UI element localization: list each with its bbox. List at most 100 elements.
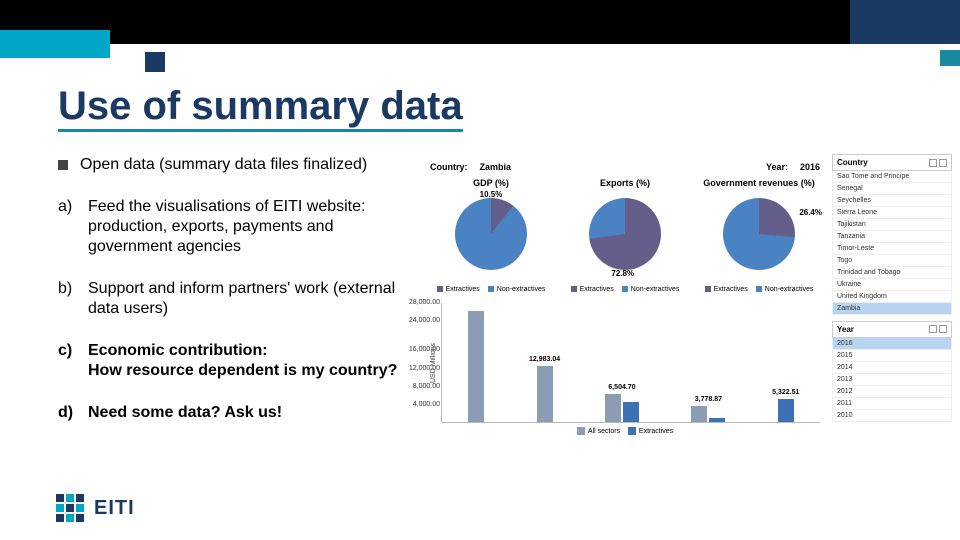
bullet-text: Support and inform partners' work (exter… xyxy=(88,279,418,319)
bar-ext xyxy=(623,402,639,422)
country-option[interactable]: United Kingdom xyxy=(832,291,952,303)
y-ticks: 28,000.0024,000.0016,000.0012,000.008,00… xyxy=(394,299,440,419)
country-option[interactable]: Trinidad and Tobago xyxy=(832,267,952,279)
country-option[interactable]: Ukraine xyxy=(832,279,952,291)
country-option[interactable]: Seychelles xyxy=(832,195,952,207)
pie-title: Exports (%) xyxy=(564,178,686,188)
bullet-c-line2: How resource dependent is my country? xyxy=(88,362,397,379)
top-navy-block xyxy=(850,0,960,44)
bar-group: 12,983.04 xyxy=(537,366,553,422)
country-option[interactable]: Sierra Leone xyxy=(832,207,952,219)
country-option[interactable]: Tanzania xyxy=(832,231,952,243)
pie-chart xyxy=(589,198,661,270)
top-decor xyxy=(0,0,960,44)
bar-all xyxy=(468,311,484,422)
swatch-icon xyxy=(705,286,711,292)
country-option[interactable]: Sao Tome and Principe xyxy=(832,171,952,183)
bar-group: 3,778.87 xyxy=(691,406,725,422)
bullet-text: Feed the visualisations of EITI website:… xyxy=(88,197,418,257)
bar-label: 5,322.51 xyxy=(772,389,799,396)
year-option[interactable]: 2014 xyxy=(832,362,952,374)
pie-wrap: 10.5% xyxy=(430,190,552,278)
legend-item: Extractives xyxy=(628,428,673,435)
square-bullet-icon xyxy=(58,160,68,170)
legend-item: All sectors xyxy=(577,428,620,435)
legend-group: Extractives Non-extractives xyxy=(430,286,552,293)
clear-icon[interactable] xyxy=(939,325,947,333)
header-text: Year xyxy=(837,325,854,334)
pie-gdp: GDP (%) 10.5% xyxy=(430,178,552,278)
legend-item: Non-extractives xyxy=(622,286,680,293)
year-value: 2016 xyxy=(800,162,820,172)
bullet-list: Open data (summary data files finalized)… xyxy=(58,155,418,445)
bars-container: 12,983.046,504.703,778.875,322.51 xyxy=(442,303,820,422)
country-option[interactable]: Senegal xyxy=(832,183,952,195)
country-option[interactable]: Zambia xyxy=(832,303,952,315)
legend-item: Extractives xyxy=(571,286,614,293)
pie-pct: 26.4% xyxy=(799,208,822,217)
year-option[interactable]: 2010 xyxy=(832,410,952,422)
legend-group: Extractives Non-extractives xyxy=(698,286,820,293)
pie-exports: Exports (%) 72.8% xyxy=(564,178,686,278)
eiti-logo: EITI xyxy=(56,494,135,522)
swatch-icon xyxy=(628,427,636,435)
bullet-text: Economic contribution: How resource depe… xyxy=(88,341,418,381)
filter-row: Country: Zambia Year: 2016 xyxy=(430,162,820,172)
legend-text: Extractives xyxy=(580,286,614,293)
bullet-c: c) Economic contribution: How resource d… xyxy=(58,341,418,381)
country-label: Country: xyxy=(430,162,468,172)
country-slicer: Country Sao Tome and PrincipeSenegalSeyc… xyxy=(832,154,952,422)
bullet-letter: c) xyxy=(58,341,80,381)
header-text: Country xyxy=(837,158,868,167)
bar-all xyxy=(537,366,553,422)
bullet-c-line1: Economic contribution: xyxy=(88,342,268,359)
bar-ext xyxy=(778,399,794,422)
legend-item: Non-extractives xyxy=(488,286,546,293)
legend-text: Non-extractives xyxy=(765,286,814,293)
year-option[interactable]: 2013 xyxy=(832,374,952,386)
pie-wrap: 26.4% xyxy=(698,190,820,278)
swatch-icon xyxy=(577,427,585,435)
year-option[interactable]: 2012 xyxy=(832,386,952,398)
pie-wrap: 72.8% xyxy=(564,190,686,278)
country-value: Zambia xyxy=(480,162,512,172)
filter-icon[interactable] xyxy=(929,325,937,333)
pie-row: GDP (%) 10.5% Exports (%) 72.8% Governme… xyxy=(430,178,820,278)
legend-text: Extractives xyxy=(714,286,748,293)
bar-group xyxy=(468,311,484,422)
bullet-a: a) Feed the visualisations of EITI websi… xyxy=(58,197,418,257)
pie-govrev: Government revenues (%) 26.4% xyxy=(698,178,820,278)
filter-icon[interactable] xyxy=(929,159,937,167)
swatch-icon xyxy=(571,286,577,292)
bullet-d: d) Need some data? Ask us! xyxy=(58,403,418,423)
slicer-icons xyxy=(929,325,947,334)
legend-item: Extractives xyxy=(705,286,748,293)
bar-ext xyxy=(709,418,725,422)
year-slicer-header[interactable]: Year xyxy=(832,321,952,338)
logo-text: EITI xyxy=(94,497,135,520)
country-option[interactable]: Timor-Leste xyxy=(832,243,952,255)
country-option[interactable]: Togo xyxy=(832,255,952,267)
legend-text: Non-extractives xyxy=(631,286,680,293)
clear-icon[interactable] xyxy=(939,159,947,167)
pie-pct: 10.5% xyxy=(480,190,503,199)
top-cyan-block xyxy=(0,30,110,58)
country-slicer-header[interactable]: Country xyxy=(832,154,952,171)
bar-legend: All sectors Extractives xyxy=(430,427,820,435)
right-teal-chip xyxy=(940,50,960,66)
country-option[interactable]: Tajikistan xyxy=(832,219,952,231)
bullet-letter: d) xyxy=(58,403,80,423)
legend-text: Extractives xyxy=(446,286,480,293)
legend-text: Extractives xyxy=(639,428,673,435)
top-black-bar xyxy=(0,0,960,44)
legend-item: Extractives xyxy=(437,286,480,293)
pie-chart xyxy=(455,198,527,270)
year-option[interactable]: 2016 xyxy=(832,338,952,350)
swatch-icon xyxy=(488,286,494,292)
year-option[interactable]: 2015 xyxy=(832,350,952,362)
swatch-icon xyxy=(756,286,762,292)
legend-group: Extractives Non-extractives xyxy=(564,286,686,293)
year-option[interactable]: 2011 xyxy=(832,398,952,410)
legend-text: All sectors xyxy=(588,428,620,435)
bullet-text: Need some data? Ask us! xyxy=(88,403,418,423)
